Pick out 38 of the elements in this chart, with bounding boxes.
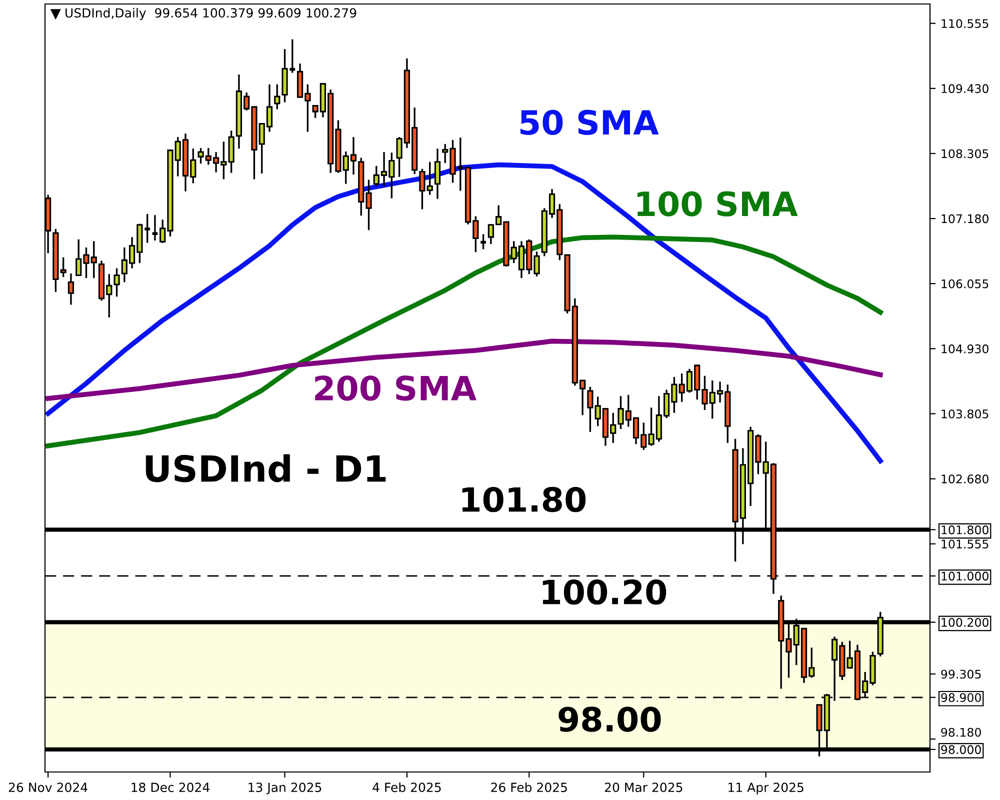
x-tick-label: 26 Feb 2025 <box>491 782 567 792</box>
y-tick-label: 100.200 <box>942 618 988 627</box>
ref-line-label: 98.00 <box>558 706 661 732</box>
x-tick-label: 4 Feb 2025 <box>372 782 441 792</box>
y-tick-label: 99.305 <box>941 670 981 679</box>
annotation: USDInd - D1 <box>146 454 386 482</box>
candlestick <box>68 272 74 306</box>
x-tick-label: 26 Nov 2024 <box>8 782 88 792</box>
candlestick <box>60 256 66 278</box>
y-tick-label: 101.800 <box>942 525 988 534</box>
ref-line-label: 101.80 <box>462 486 586 512</box>
line-series <box>46 234 883 448</box>
y-tick-label: 98.180 <box>941 728 981 737</box>
x-tick-label: 13 Jan 2025 <box>248 782 322 794</box>
y-tick-label: 98.000 <box>941 745 981 754</box>
x-tick-label: 11 Apr 2025 <box>728 782 804 795</box>
y-tick-label: 104.930 <box>942 344 988 354</box>
candlestick <box>114 267 120 298</box>
line-series <box>46 338 883 401</box>
series-label: 50 SMA <box>520 110 659 136</box>
y-tick-label: 101.555 <box>942 540 988 549</box>
y-tick-label: 106.055 <box>942 279 988 288</box>
y-tick-label: 108.305 <box>942 149 988 158</box>
candlestick <box>274 84 280 110</box>
series-label: 200 SMA <box>315 376 476 401</box>
y-tick-label: 102.680 <box>942 474 988 484</box>
y-tick-label: 107.180 <box>942 214 988 224</box>
x-tick-label: 18 Dec 2024 <box>132 782 210 792</box>
y-tick-label: 109.430 <box>942 84 988 94</box>
y-tick-label: 110.555 <box>942 19 988 28</box>
candlestick <box>434 148 441 200</box>
y-tick-label: 98.900 <box>941 693 981 702</box>
y-tick-label: 103.805 <box>942 409 988 418</box>
chart-title: USDInd,Daily 99.654 100.379 99.609 100.279 <box>66 8 356 20</box>
series-label: 100 SMA <box>638 191 798 216</box>
x-tick-label: 20 Mar 2025 <box>604 782 682 792</box>
y-tick-label: 101.000 <box>942 572 988 581</box>
ref-line-label: 100.20 <box>542 579 666 605</box>
